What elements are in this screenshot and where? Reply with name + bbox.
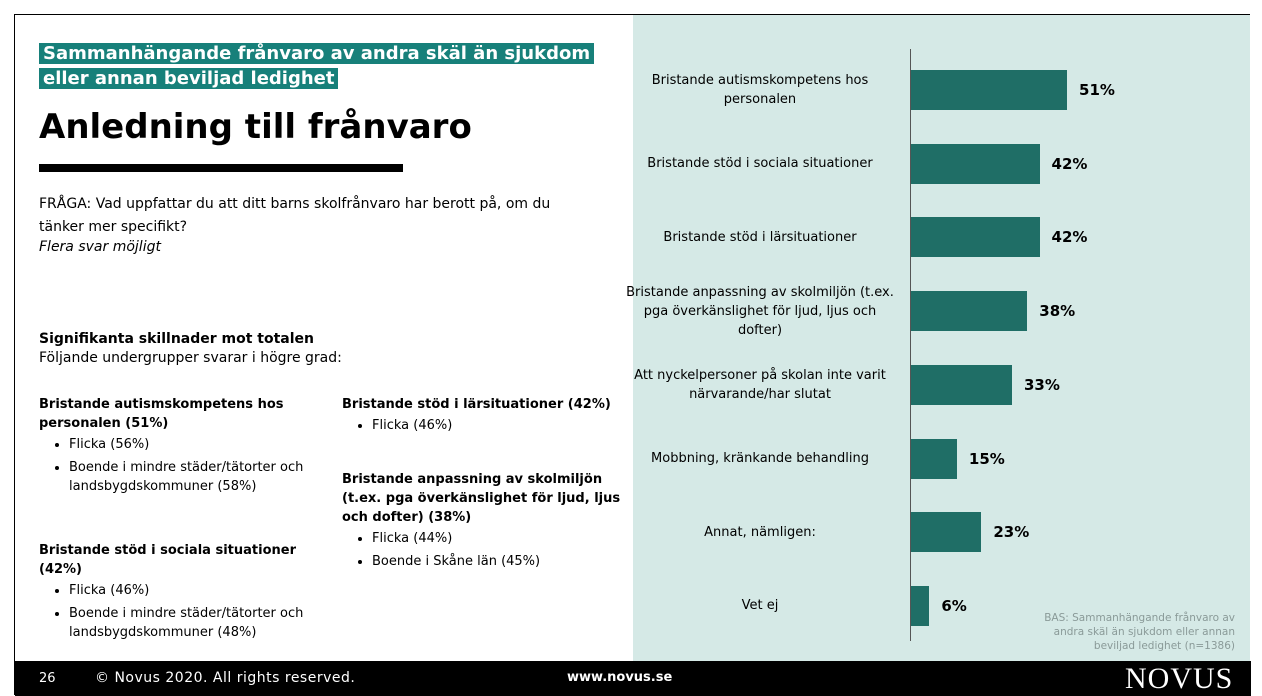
significance-title: Signifikanta skillnader mot totalen bbox=[39, 331, 315, 347]
group-list: Flicka (46%) Boende i mindre städer/tätor… bbox=[39, 581, 309, 642]
bar bbox=[911, 512, 982, 553]
url: www.novus.se bbox=[567, 670, 673, 685]
chart-panel bbox=[633, 15, 1250, 661]
value-label: 38% bbox=[1039, 302, 1076, 321]
value-label: 42% bbox=[1051, 154, 1088, 173]
category-label: Bristande anpassning av skolmiljön (t.ex… bbox=[626, 284, 894, 338]
group: Bristande stöd i lärsituationer (42%) Fli… bbox=[342, 395, 622, 439]
value-label: 51% bbox=[1079, 81, 1115, 99]
group-title: Bristande autismskompetens hos personale… bbox=[39, 397, 284, 431]
group-list: Flicka (56%) Boende i mindre städer/tätor… bbox=[39, 435, 309, 496]
group-item: Flicka (46%) bbox=[372, 416, 622, 435]
group: Bristande autismskompetens hos personale… bbox=[39, 395, 309, 500]
value-label: 33% bbox=[1023, 375, 1060, 394]
title-rule bbox=[39, 164, 403, 172]
axis-line bbox=[910, 49, 911, 641]
bar bbox=[911, 291, 1028, 332]
bar bbox=[911, 364, 1012, 405]
group-item: Boende i Skåne län (45%) bbox=[372, 552, 627, 571]
group-list: Flicka (44%) Boende i Skåne län (45%) bbox=[342, 529, 627, 571]
base-note: BAS: Sammanhängande frånvaro av andra sk… bbox=[1044, 612, 1235, 652]
copyright: © Novus 2020. All rights reserved. bbox=[95, 670, 356, 686]
kicker: Sammanhängande frånvaro av andra skäl än… bbox=[39, 41, 599, 91]
value-label: 6% bbox=[941, 596, 967, 615]
footer: 26 © Novus 2020. All rights reserved. ww… bbox=[15, 661, 1251, 696]
slide: Sammanhängande frånvaro av andra skäl än… bbox=[14, 14, 1251, 696]
category-label: Bristande autismskompetens hos personale… bbox=[651, 73, 869, 107]
significance-intro: Följande undergrupper svarar i högre gra… bbox=[39, 350, 342, 366]
category-label: Bristande stöd i lärsituationer bbox=[663, 229, 857, 245]
kicker-text: Sammanhängande frånvaro av andra skäl än… bbox=[39, 43, 595, 89]
group: Bristande anpassning av skolmiljön (t.ex… bbox=[342, 470, 627, 575]
category-label: Bristande stöd i sociala situationer bbox=[647, 156, 873, 172]
group-title: Bristande stöd i sociala situationer (42… bbox=[39, 543, 296, 577]
group-item: Boende i mindre städer/tätorter och land… bbox=[69, 458, 309, 496]
bar bbox=[911, 143, 1040, 184]
group: Bristande stöd i sociala situationer (42… bbox=[39, 541, 309, 646]
category-label: Annat, nämligen: bbox=[704, 524, 816, 540]
group-item: Flicka (46%) bbox=[69, 581, 309, 600]
group-item: Flicka (56%) bbox=[69, 435, 309, 454]
question: FRÅGA: Vad uppfattar du att ditt barns s… bbox=[39, 196, 551, 235]
group-item: Flicka (44%) bbox=[372, 529, 627, 548]
category-label: Vet ej bbox=[741, 598, 779, 614]
bar bbox=[911, 70, 1068, 110]
value-label: 23% bbox=[993, 523, 1030, 542]
bar bbox=[911, 217, 1040, 258]
group-list: Flicka (46%) bbox=[342, 416, 622, 435]
page-number: 26 bbox=[39, 671, 56, 686]
group-title: Bristande stöd i lärsituationer (42%) bbox=[342, 397, 611, 412]
category-label: Att nyckelpersoner på skolan inte varit … bbox=[634, 367, 886, 402]
group-title: Bristande anpassning av skolmiljön (t.ex… bbox=[342, 472, 621, 525]
value-label: 15% bbox=[968, 449, 1005, 468]
bar bbox=[911, 585, 930, 626]
group-item: Boende i mindre städer/tätorter och land… bbox=[69, 604, 309, 642]
bar bbox=[911, 438, 957, 479]
logo: NOVUS bbox=[1125, 662, 1234, 695]
value-label: 42% bbox=[1051, 228, 1088, 247]
title: Anledning till frånvaro bbox=[39, 107, 472, 147]
category-label: Mobbning, kränkande behandling bbox=[651, 451, 869, 466]
question-note: Flera svar möjligt bbox=[39, 239, 161, 255]
